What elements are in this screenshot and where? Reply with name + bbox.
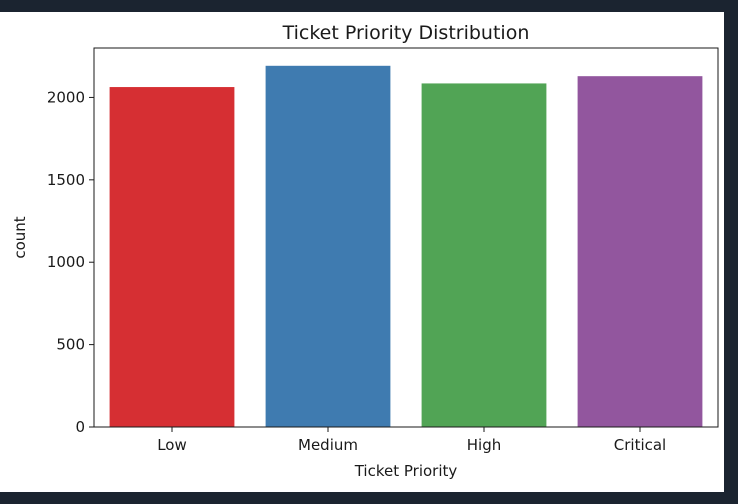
chart-title: Ticket Priority Distribution <box>282 22 530 44</box>
y-tick-label: 500 <box>56 336 85 354</box>
y-tick-label: 1500 <box>47 171 85 189</box>
bar-low <box>109 87 235 428</box>
bar-chart: Ticket Priority Distribution Ticket Prio… <box>11 22 719 480</box>
chart-figure: Ticket Priority Distribution Ticket Prio… <box>0 12 724 492</box>
y-tick-label: 2000 <box>47 88 85 106</box>
x-tick-label: Low <box>157 436 187 454</box>
y-axis-label: count <box>11 216 29 258</box>
bar-high <box>421 83 547 428</box>
y-tick-label: 0 <box>75 418 85 436</box>
x-tick-label: High <box>467 436 501 454</box>
ticks-layer: Low Medium High Critical 0 500 1000 1500 2000 <box>47 88 666 454</box>
y-tick-label: 1000 <box>47 253 85 271</box>
bar-medium <box>265 65 391 428</box>
x-tick-label: Critical <box>614 436 666 454</box>
x-axis-label: Ticket Priority <box>354 462 458 480</box>
bars-layer <box>109 65 703 428</box>
plot-frame <box>93 47 719 428</box>
bar-critical <box>577 76 703 427</box>
x-tick-label: Medium <box>298 436 358 454</box>
